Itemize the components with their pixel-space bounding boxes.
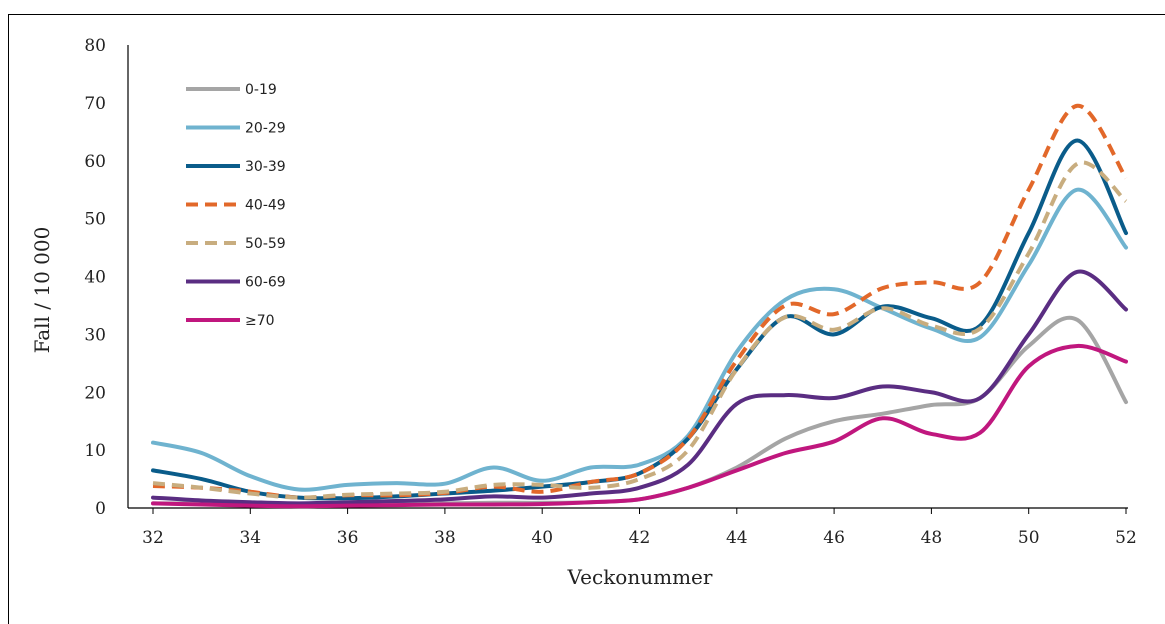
y-tick-label: 50: [84, 210, 106, 230]
x-tick-label: 52: [1115, 528, 1137, 548]
x-axis-title: Veckonummer: [567, 565, 713, 589]
series-line-≥70: [151, 343, 1128, 509]
y-axis-title: Fall / 10 000: [30, 227, 54, 354]
legend-label: 0-19: [245, 82, 277, 98]
legend-label: 30-39: [245, 159, 286, 175]
series-line-20-29: [151, 187, 1128, 492]
x-tick-label: 42: [629, 528, 651, 548]
series-line-40-49: [152, 103, 1128, 500]
y-tick-label: 80: [84, 36, 106, 56]
x-tick-label: 50: [1018, 528, 1040, 548]
x-tick-label: 44: [726, 528, 748, 548]
series-line-30-39: [151, 138, 1128, 501]
axes: 0 10 20 30 40 50 60 70 80 32 34 36 38 40 42 44 46 48 50 52: [84, 36, 1136, 548]
x-tick-label: 38: [434, 528, 456, 548]
y-tick-label: 0: [95, 499, 106, 519]
series-layer: [151, 103, 1128, 509]
legend-label: ≥70: [245, 313, 275, 329]
y-tick-label: 60: [84, 152, 106, 172]
x-tick-label: 36: [337, 528, 359, 548]
legend-label: 40-49: [245, 198, 286, 214]
series-line-50-59: [152, 160, 1128, 500]
legend-label: 20-29: [245, 121, 286, 137]
y-tick-label: 10: [84, 441, 106, 461]
y-tick-label: 20: [84, 383, 106, 403]
x-tick-label: 46: [823, 528, 845, 548]
legend: 0-19 20-29 30-39 40-49 50-59 60-69 ≥70: [186, 82, 286, 329]
x-tick-label: 32: [142, 528, 164, 548]
x-tick-label: 40: [531, 528, 553, 548]
y-tick-label: 40: [84, 268, 106, 288]
y-tick-label: 30: [84, 325, 106, 345]
legend-label: 50-59: [245, 236, 286, 252]
series-line-0-19: [151, 315, 1128, 509]
legend-label: 60-69: [245, 275, 286, 291]
x-tick-label: 34: [239, 528, 261, 548]
series-line-60-69: [151, 269, 1128, 506]
chart-frame: [8, 14, 1165, 624]
x-tick-label: 48: [921, 528, 943, 548]
y-tick-label: 70: [84, 94, 106, 114]
